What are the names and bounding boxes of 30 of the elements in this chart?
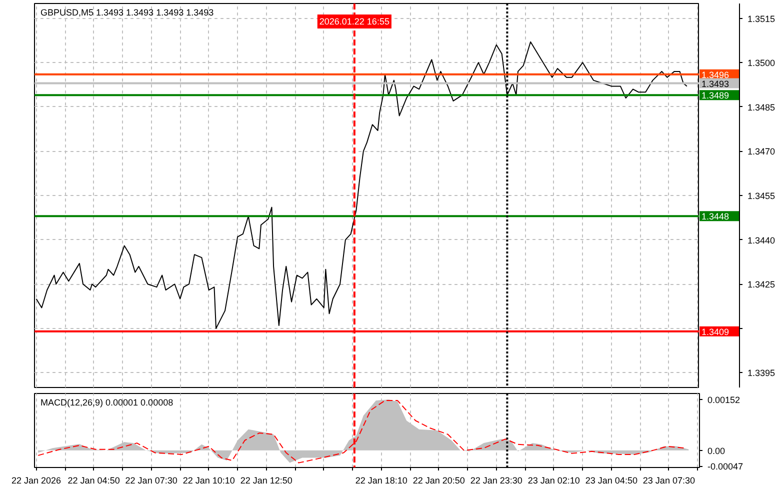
x-tick-label: 23 Jan 02:10 [528, 476, 580, 486]
y-tick-label: 1.3395 [748, 368, 776, 378]
x-tick-label: 22 Jan 20:50 [412, 476, 465, 486]
x-tick-label: 22 Jan 07:30 [125, 476, 178, 486]
x-tick-label: 22 Jan 2026 [12, 476, 62, 486]
y-tick-label: 1.3455 [748, 191, 776, 201]
x-tick-label: 23 Jan 07:30 [642, 476, 695, 486]
ref-line-label: 1.3496 [702, 70, 730, 80]
y-tick-label: 1.3425 [748, 280, 776, 290]
x-tick-label: 22 Jan 04:50 [68, 476, 120, 486]
y-tick-label: 0.00 [708, 446, 726, 456]
text: MACD(12,26,9) 0.00001 0.00008 [40, 398, 174, 408]
y-tick-label: 1.3440 [748, 235, 776, 246]
ref-line-label: 1.3493 [702, 78, 730, 89]
x-tick-label: 22 Jan 10:10 [182, 476, 235, 486]
chart-title: GBPUSD,M5 1.3493 1.3493 1.3493 1.3493 [40, 8, 214, 18]
y-tick-label: 1.3500 [748, 58, 776, 68]
x-tick-label: 22 Jan 23:30 [470, 476, 522, 486]
x-tick-label: 23 Jan 04:50 [585, 476, 638, 486]
ref-line-label: 1.3409 [702, 326, 730, 337]
ref-line-label: 1.3489 [702, 90, 730, 101]
y-tick-label: 0.00152 [708, 395, 740, 406]
y-tick-label: 1.3485 [748, 102, 776, 112]
y-tick-label: -0.00047 [708, 462, 744, 472]
x-tick-label: 22 Jan 12:50 [240, 476, 292, 486]
y-tick-label: 1.3515 [748, 14, 776, 24]
x-tick-label: 22 Jan 18:10 [355, 476, 408, 486]
y-tick-label: 1.3470 [748, 146, 776, 157]
ref-line-label: 2026.01.22 16:55 [319, 16, 390, 26]
ref-line-label: 1.3448 [702, 212, 730, 222]
